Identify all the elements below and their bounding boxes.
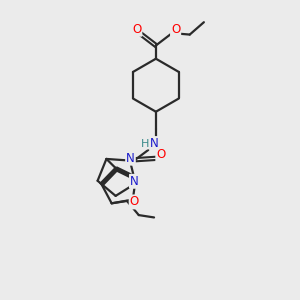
Text: N: N bbox=[150, 137, 159, 150]
Text: O: O bbox=[130, 195, 139, 208]
Text: O: O bbox=[156, 148, 166, 161]
Text: O: O bbox=[132, 23, 141, 36]
Text: N: N bbox=[130, 175, 139, 188]
Text: O: O bbox=[171, 23, 180, 36]
Text: H: H bbox=[140, 139, 149, 148]
Text: N: N bbox=[126, 152, 135, 165]
